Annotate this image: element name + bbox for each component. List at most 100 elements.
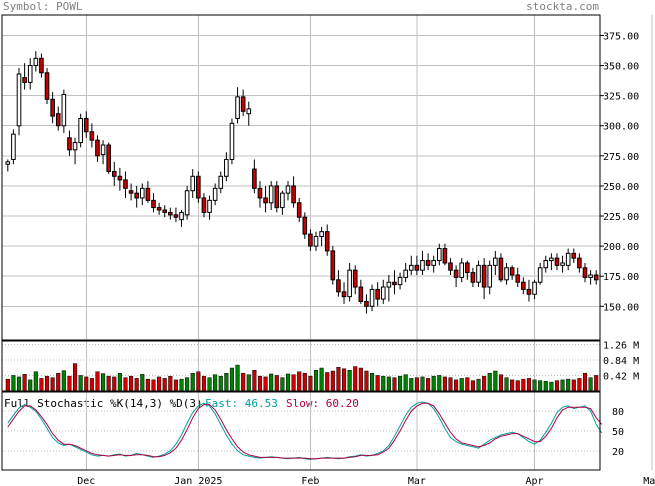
candle-body	[459, 262, 465, 278]
volume-bar	[44, 375, 50, 392]
stochastic-tick-label: 20	[612, 447, 624, 458]
candle-body	[162, 209, 168, 213]
candle-body	[179, 211, 184, 221]
candle-body	[593, 274, 599, 281]
volume-tick-label: 0.42 M	[603, 371, 639, 382]
month-label: Mar	[408, 476, 426, 486]
candle-body	[308, 233, 313, 247]
candle-body	[532, 281, 537, 295]
volume-bar	[179, 378, 184, 392]
candle-body	[5, 161, 11, 165]
candle-body	[565, 252, 571, 266]
candle-body	[582, 267, 588, 278]
volume-bar	[50, 377, 55, 392]
candle-body	[470, 272, 476, 283]
volume-bar	[241, 372, 246, 392]
candle-body	[442, 248, 448, 264]
volume-bar	[28, 379, 33, 392]
candle-body	[302, 216, 308, 235]
price-tick-label: 250.00	[603, 182, 639, 193]
candle-body	[364, 300, 369, 307]
candle-body	[476, 264, 481, 283]
candle-body	[201, 197, 207, 213]
month-label: Feb	[301, 476, 319, 486]
volume-bar	[61, 370, 66, 392]
candle-body	[156, 207, 162, 211]
candle-body	[554, 257, 560, 266]
candle-body	[319, 231, 324, 237]
volume-bar	[269, 373, 274, 392]
volume-bar	[129, 375, 134, 392]
candle-body	[509, 267, 515, 276]
candle-body	[577, 257, 582, 269]
candle-body	[543, 260, 549, 269]
stochastic-line-slow	[7, 402, 603, 460]
candle-body	[313, 235, 319, 247]
price-tick-label: 350.00	[603, 62, 639, 73]
volume-bar	[325, 372, 330, 392]
candle-body	[196, 175, 201, 199]
volume-bar	[571, 379, 576, 392]
candle-body	[515, 274, 521, 283]
volume-bar	[123, 377, 128, 392]
volume-bar	[207, 377, 212, 392]
candle-body	[347, 269, 352, 298]
candle-body	[123, 179, 128, 189]
axis-labels: 150.00 175.00 200.00 225.00 250.00 275.00 300.…	[77, 31, 655, 486]
candle-body	[414, 264, 420, 271]
candle-body	[487, 264, 493, 288]
candle-body	[55, 113, 61, 127]
candle-body	[78, 118, 83, 144]
volume-bar	[157, 376, 162, 392]
candle-body	[39, 57, 44, 74]
volume-tick-label: 0.84 M	[603, 356, 639, 367]
candle-body	[336, 279, 341, 293]
candle-body	[425, 260, 431, 266]
volume-bar	[526, 378, 532, 392]
candle-body	[268, 185, 274, 204]
candle-body	[397, 276, 403, 286]
volume-bar	[319, 367, 324, 392]
volume-bar	[117, 372, 122, 392]
volume-bar	[482, 375, 487, 392]
candle-body	[571, 252, 577, 259]
candle-body	[285, 185, 291, 194]
candle-body	[280, 192, 285, 209]
candle-body	[453, 269, 459, 278]
candle-body	[240, 96, 246, 112]
volume-bar	[246, 374, 251, 392]
volume-bar	[386, 376, 391, 392]
candle-body	[44, 72, 50, 100]
volume-bar	[459, 378, 464, 392]
candle-body	[235, 96, 240, 120]
candle-body	[504, 267, 509, 281]
candle-body	[218, 175, 224, 189]
site-label[interactable]: stockta.com	[526, 0, 599, 13]
candle-body	[212, 187, 218, 201]
candle-body	[139, 187, 145, 199]
panel-frame	[1, 340, 601, 392]
candle-body	[431, 260, 436, 266]
candle-body	[369, 288, 375, 307]
volume-bar	[235, 364, 240, 392]
volume-bar	[510, 379, 515, 392]
volume-bar	[487, 372, 492, 392]
volume-bar	[280, 377, 285, 392]
volume-bar	[145, 378, 150, 392]
candle-body	[22, 77, 27, 83]
candle-body	[420, 260, 425, 271]
candle-body	[358, 286, 364, 302]
panel-frames	[1, 14, 601, 471]
candle-body	[168, 211, 173, 216]
volume-bar	[67, 375, 72, 392]
price-tick-label: 325.00	[603, 92, 639, 103]
volume-bar	[185, 377, 190, 392]
candle-body	[291, 185, 296, 204]
volume-bar	[392, 377, 397, 392]
symbol-label: Symbol: POWL	[3, 0, 83, 13]
volume-bar	[347, 370, 352, 392]
volume-bar	[353, 366, 358, 392]
volume-bar	[358, 367, 363, 392]
volume-bar	[521, 378, 526, 392]
volume-bar	[549, 381, 554, 392]
